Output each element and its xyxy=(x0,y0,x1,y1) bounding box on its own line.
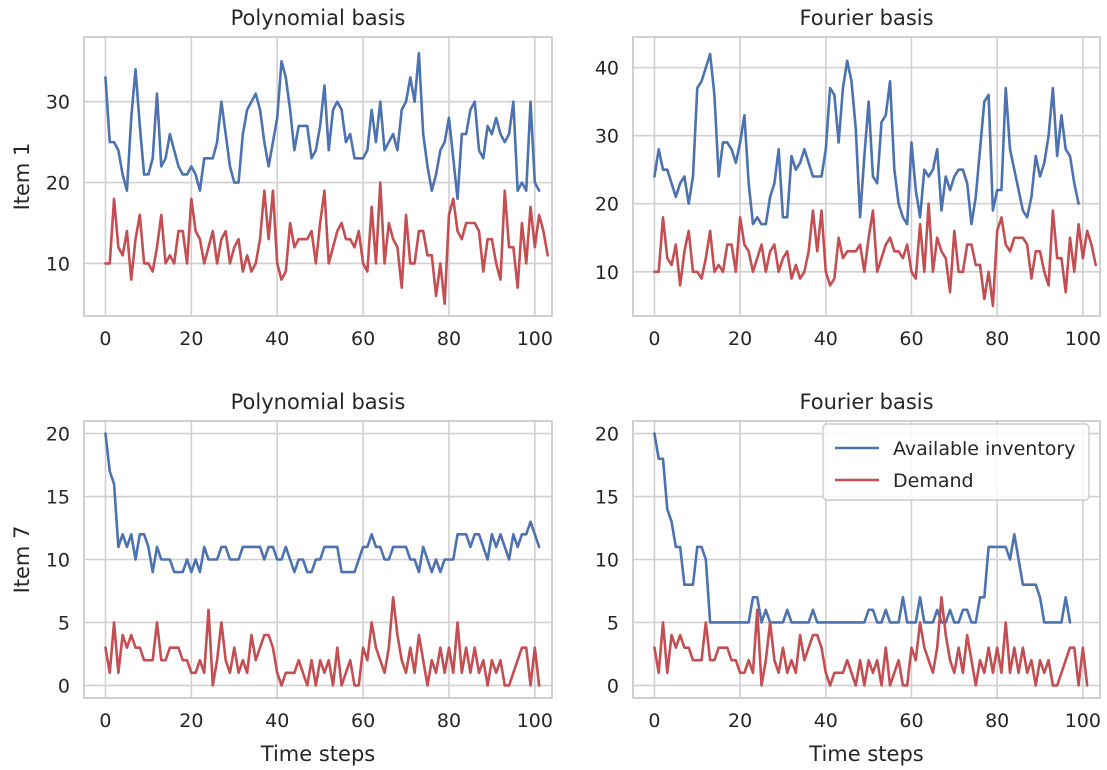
available-inventory-line xyxy=(653,432,1072,624)
available-inventory-line xyxy=(104,51,541,201)
y-tick-label: 20 xyxy=(595,194,619,216)
y-tick-label: 30 xyxy=(46,92,70,114)
x-tick-label: 20 xyxy=(728,328,752,350)
subplot-title: Fourier basis xyxy=(799,390,933,414)
y-tick-label: 5 xyxy=(607,612,619,634)
x-tick-label: 60 xyxy=(899,328,923,350)
x-tick-label: 20 xyxy=(179,328,203,350)
y-tick-label: 20 xyxy=(595,424,619,446)
y-tick-label: 20 xyxy=(46,173,70,195)
x-tick-label: 40 xyxy=(265,710,289,732)
subplot-title: Fourier basis xyxy=(799,6,933,30)
y-tick-label: 15 xyxy=(595,487,619,509)
y-tick-label: 5 xyxy=(58,612,70,634)
demand-line xyxy=(653,595,1089,687)
x-tick-label: 100 xyxy=(517,328,553,350)
demand-line xyxy=(653,202,1098,308)
x-axis-label: Time steps xyxy=(808,742,923,766)
subplot-title: Polynomial basis xyxy=(231,6,406,30)
y-tick-label: 0 xyxy=(58,675,70,697)
x-axis-label: Time steps xyxy=(260,742,375,766)
x-tick-label: 0 xyxy=(99,710,111,732)
plot-frame xyxy=(632,420,1101,699)
y-tick-label: 10 xyxy=(46,550,70,572)
x-tick-label: 80 xyxy=(985,710,1009,732)
x-tick-label: 0 xyxy=(648,328,660,350)
demand-line xyxy=(104,181,550,306)
y-axis-label: Item 1 xyxy=(10,143,34,211)
x-tick-label: 100 xyxy=(1065,710,1101,732)
y-tick-label: 20 xyxy=(46,424,70,446)
y-tick-label: 10 xyxy=(595,550,619,572)
x-tick-label: 60 xyxy=(351,710,375,732)
available-inventory-line xyxy=(104,432,541,574)
subplot-item1-polynomial: 0 20 40 60 80 100 10 20 30 Polynomial basis Item 1 xyxy=(10,6,553,350)
subplot-item1-fourier: 0 20 40 60 80 100 10 20 30 40 Fourier basis xyxy=(595,6,1101,350)
x-tick-label: 40 xyxy=(814,328,838,350)
y-tick-label: 30 xyxy=(595,126,619,148)
subplot-title: Polynomial basis xyxy=(231,390,406,414)
x-tick-label: 20 xyxy=(728,710,752,732)
legend-box xyxy=(822,423,1090,501)
x-tick-label: 60 xyxy=(351,328,375,350)
x-tick-label: 100 xyxy=(517,710,553,732)
subplot-item7-polynomial: 0 20 40 60 80 100 0 5 10 15 20 Polynomial basis Item… xyxy=(10,390,553,766)
y-tick-label: 0 xyxy=(607,675,619,697)
x-tick-label: 0 xyxy=(648,710,660,732)
legend-inventory-label: Available inventory xyxy=(893,438,1075,460)
x-tick-label: 80 xyxy=(437,328,461,350)
y-axis-label: Item 7 xyxy=(10,526,34,594)
x-tick-label: 0 xyxy=(99,328,111,350)
y-tick-label: 40 xyxy=(595,58,619,80)
y-tick-label: 10 xyxy=(595,262,619,284)
legend-demand-label: Demand xyxy=(893,470,974,492)
demand-line xyxy=(104,595,541,687)
y-tick-label: 15 xyxy=(46,487,70,509)
plot-frame xyxy=(83,420,553,699)
x-tick-label: 20 xyxy=(179,710,203,732)
plot-frame xyxy=(632,36,1101,317)
x-tick-label: 60 xyxy=(899,710,923,732)
x-tick-label: 40 xyxy=(265,328,289,350)
x-tick-label: 40 xyxy=(814,710,838,732)
available-inventory-line xyxy=(653,52,1080,226)
legend: Available inventory Demand xyxy=(822,423,1090,501)
x-tick-label: 80 xyxy=(437,710,461,732)
plot-frame xyxy=(83,36,553,317)
x-tick-label: 80 xyxy=(985,328,1009,350)
x-tick-label: 100 xyxy=(1065,328,1101,350)
y-tick-label: 10 xyxy=(46,253,70,275)
subplot-item7-fourier: 0 20 40 60 80 100 0 5 10 15 20 Fourier basis Time st… xyxy=(595,390,1101,766)
